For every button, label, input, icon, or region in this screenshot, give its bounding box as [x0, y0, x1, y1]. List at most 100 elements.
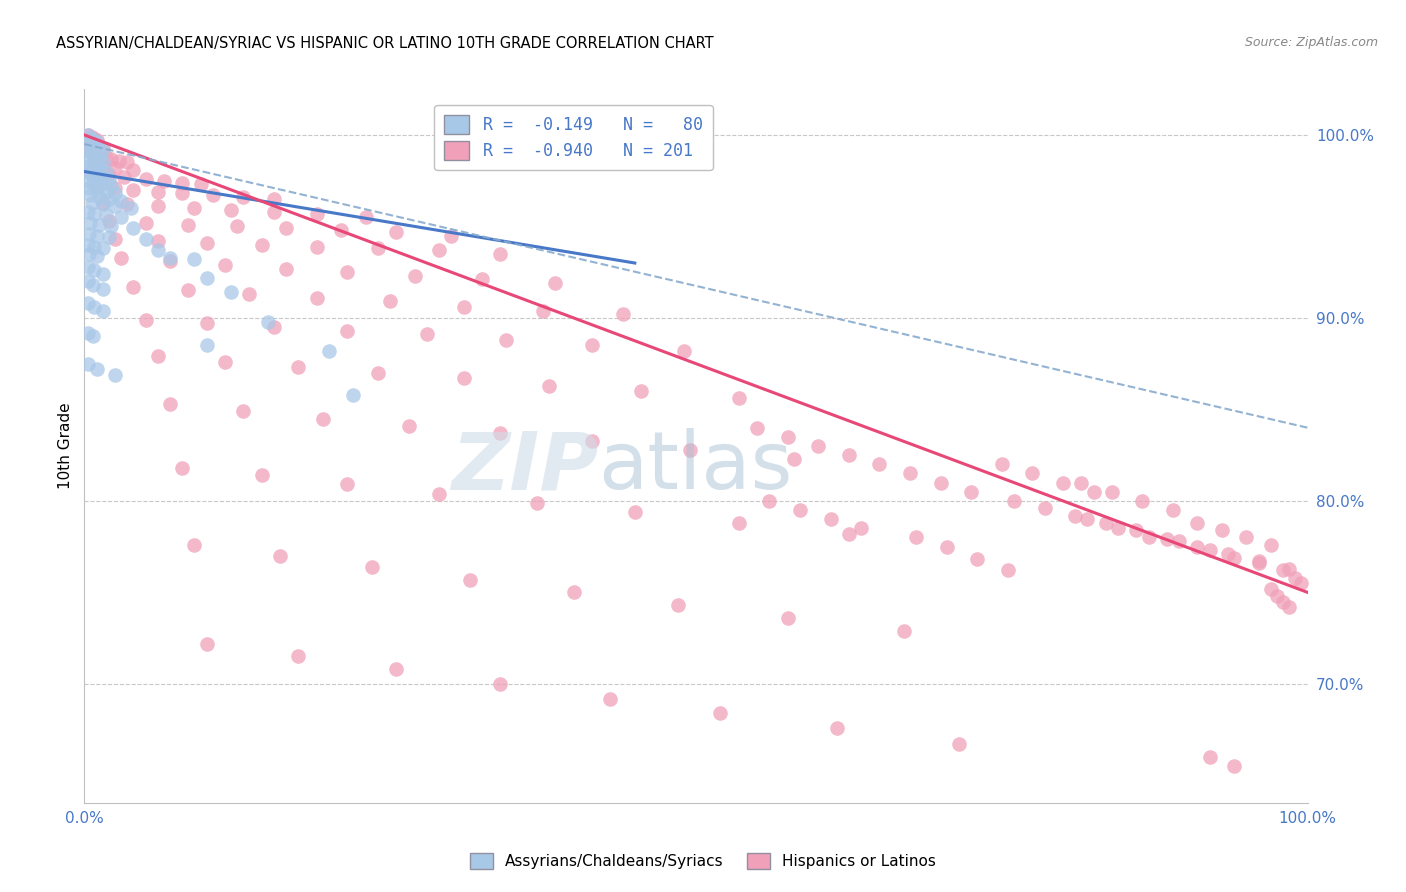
Point [91, 195, 114, 210]
Point [86, 157, 108, 171]
Point [1002, 494, 1025, 508]
Point [666, 598, 689, 612]
Point [77, 174, 100, 188]
Point [104, 186, 127, 201]
Point [1260, 582, 1282, 596]
Point [1021, 467, 1043, 481]
Point [727, 392, 749, 406]
Point [219, 202, 242, 217]
Point [342, 388, 364, 402]
Point [86, 362, 108, 376]
Point [869, 458, 891, 472]
Point [214, 258, 236, 272]
Point [489, 426, 512, 441]
Point [146, 185, 169, 199]
Point [87, 166, 110, 180]
Point [97, 172, 120, 186]
Point [91, 303, 114, 318]
Point [115, 197, 138, 211]
Point [87, 162, 110, 177]
Point [82, 139, 104, 153]
Point [146, 244, 169, 258]
Point [87, 139, 110, 153]
Point [599, 691, 621, 706]
Point [538, 378, 561, 392]
Point [1247, 556, 1270, 570]
Point [672, 343, 695, 358]
Point [330, 223, 353, 237]
Point [80, 145, 103, 159]
Point [153, 174, 176, 188]
Point [77, 135, 100, 149]
Point [1291, 576, 1313, 591]
Point [893, 624, 915, 638]
Point [172, 186, 194, 201]
Point [83, 263, 105, 277]
Point [159, 254, 181, 268]
Point [416, 327, 439, 342]
Point [86, 228, 108, 243]
Point [776, 430, 799, 444]
Point [77, 181, 100, 195]
Point [219, 285, 242, 300]
Text: ZIP: ZIP [451, 428, 598, 507]
Point [77, 159, 100, 173]
Point [87, 190, 110, 204]
Point [1278, 561, 1301, 575]
Point [82, 329, 104, 343]
Point [83, 153, 105, 168]
Point [79, 164, 101, 178]
Point [263, 192, 285, 206]
Point [135, 216, 157, 230]
Point [929, 475, 952, 490]
Point [104, 232, 127, 246]
Point [91, 141, 114, 155]
Point [838, 448, 860, 462]
Point [581, 434, 603, 448]
Point [991, 458, 1014, 472]
Point [404, 268, 426, 283]
Point [195, 235, 218, 250]
Point [263, 204, 285, 219]
Point [1094, 516, 1116, 530]
Point [747, 420, 769, 434]
Point [287, 649, 309, 664]
Point [135, 312, 157, 326]
Point [1187, 540, 1209, 554]
Point [336, 324, 359, 338]
Point [849, 521, 872, 535]
Point [84, 148, 107, 162]
Point [77, 274, 100, 288]
Point [86, 183, 108, 197]
Point [100, 179, 122, 194]
Point [91, 143, 114, 157]
Point [86, 133, 108, 147]
Point [104, 181, 127, 195]
Point [612, 307, 634, 321]
Point [86, 135, 108, 149]
Point [87, 150, 110, 164]
Point [112, 169, 135, 184]
Point [110, 211, 132, 225]
Point [177, 218, 200, 232]
Point [146, 234, 169, 248]
Point [758, 494, 780, 508]
Point [1033, 501, 1056, 516]
Point [226, 219, 249, 234]
Point [77, 204, 100, 219]
Point [544, 276, 567, 290]
Point [104, 368, 127, 382]
Point [238, 287, 260, 301]
Point [82, 137, 104, 152]
Point [783, 451, 806, 466]
Point [214, 355, 236, 369]
Point [838, 526, 860, 541]
Point [183, 252, 205, 267]
Y-axis label: 10th Grade: 10th Grade [58, 402, 73, 490]
Point [440, 228, 463, 243]
Point [135, 172, 157, 186]
Point [86, 179, 108, 194]
Point [1064, 508, 1087, 523]
Point [1161, 503, 1184, 517]
Point [82, 277, 104, 292]
